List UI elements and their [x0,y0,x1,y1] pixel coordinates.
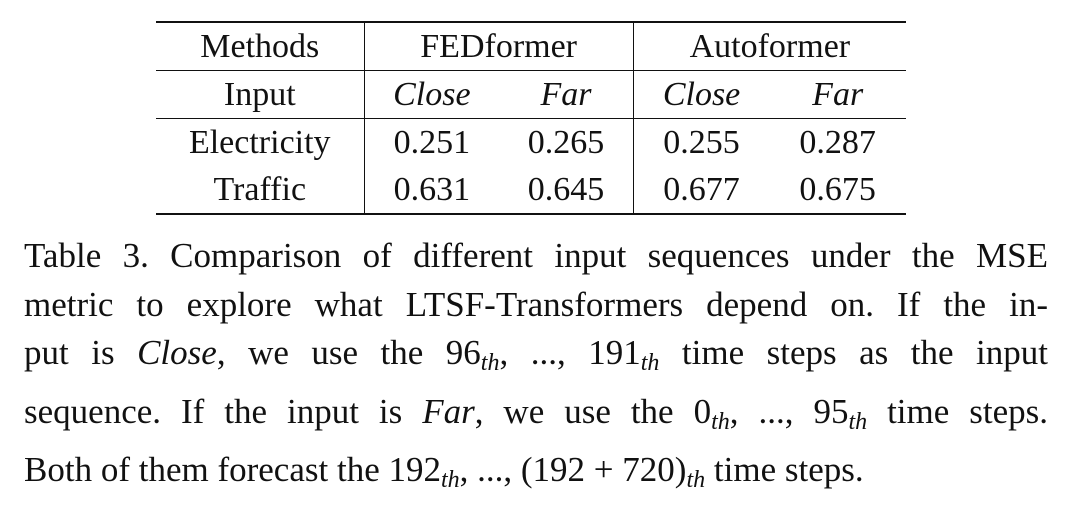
table-header-row-input: Input Close Far Close Far [156,70,906,119]
caption-math-subscript: th [640,350,660,376]
caption-math-ellipsis: , ..., [459,450,521,489]
table-row: Electricity 0.251 0.265 0.255 0.287 [156,118,906,166]
header-fedformer-far: Far [499,70,634,119]
cell-fedformer-close: 0.631 [363,166,500,215]
caption-far-term: Far [422,391,475,431]
caption-text: time steps. [705,450,864,489]
caption-math-subscript: th [480,350,500,376]
header-autoformer: Autoformer [632,21,906,71]
cell-fedformer-far: 0.265 [499,118,634,166]
caption-line-4: sequence. If the input is Far, we use th… [24,388,1048,447]
caption-close-term: Close [137,333,217,372]
header-autoformer-far: Far [769,70,906,119]
header-fedformer-close: Close [363,70,500,119]
row-dataset: Electricity [156,118,365,166]
header-autoformer-close: Close [632,70,770,119]
header-methods: Methods [156,21,365,71]
cell-autoformer-close: 0.677 [632,166,770,215]
caption-line-5: Both of them forecast the 192th, ..., (1… [24,446,1048,505]
caption-math-subscript: th [711,408,730,435]
cell-autoformer-close: 0.255 [632,118,770,166]
caption-math-number: (192 + 720) [520,450,687,489]
caption-math-subscript: th [686,467,706,493]
caption-text: put is [24,333,138,372]
caption-line-1: Table 3. Comparison of different input s… [24,236,1048,275]
caption-text: sequence. If the input is [24,391,423,431]
caption-math-number: 95 [813,391,849,431]
table-caption: Table 3. Comparison of different input s… [24,232,1048,505]
caption-text: time steps. [867,391,1049,431]
header-fedformer: FEDformer [363,21,634,71]
cell-fedformer-close: 0.251 [363,118,500,166]
caption-math-number: 192 [388,450,441,489]
results-table: Methods FEDformer Autoformer Input Close… [156,21,906,215]
caption-text: time steps as the input [659,333,1048,372]
caption-line-2: metric to explore what LTSF-Transformers… [24,284,1048,324]
caption-text: , we use the [474,391,694,431]
caption-text: , we use the [216,333,446,372]
cell-autoformer-far: 0.675 [769,166,906,215]
caption-text: Both of them forecast the [24,450,389,489]
caption-line-3: put is Close, we use the 96th, ..., 191t… [24,329,1048,388]
header-input: Input [156,70,365,119]
table-header-row-methods: Methods FEDformer Autoformer [156,21,906,71]
caption-math-number: 96 [445,333,481,372]
cell-fedformer-far: 0.645 [499,166,634,215]
caption-math-ellipsis: , ..., [729,391,814,431]
cell-autoformer-far: 0.287 [769,118,906,166]
caption-math-number: 191 [588,333,641,372]
caption-math-subscript: th [440,467,460,493]
table-row: Traffic 0.631 0.645 0.677 0.675 [156,166,906,215]
caption-math-subscript: th [848,408,868,435]
row-dataset: Traffic [156,166,365,215]
results-table-container: Methods FEDformer Autoformer Input Close… [156,21,906,215]
caption-math-ellipsis: , ..., [499,333,589,372]
caption-math-number: 0 [693,391,712,431]
